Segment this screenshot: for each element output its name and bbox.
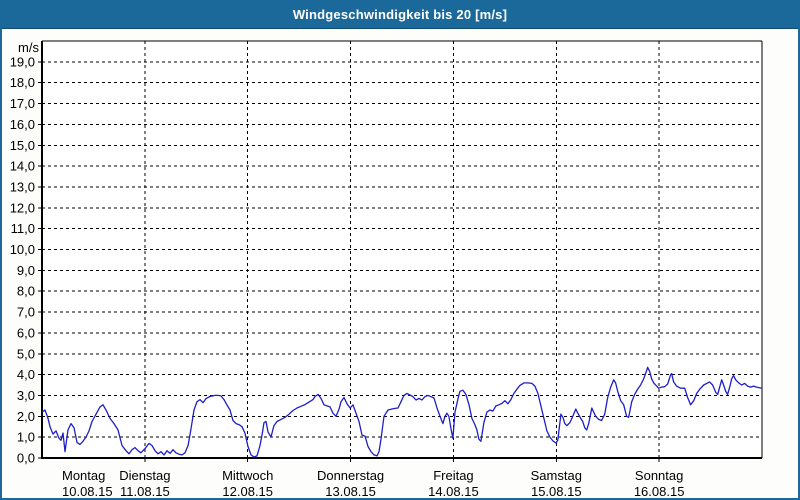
svg-text:Samstag: Samstag xyxy=(531,468,582,483)
svg-text:14.08.15: 14.08.15 xyxy=(428,484,479,498)
chart-title: Windgeschwindigkeit bis 20 [m/s] xyxy=(292,7,508,22)
svg-text:14,0: 14,0 xyxy=(10,159,35,174)
svg-text:18,0: 18,0 xyxy=(10,75,35,90)
svg-text:5,0: 5,0 xyxy=(17,346,35,361)
svg-text:12,0: 12,0 xyxy=(10,200,35,215)
svg-text:10.08.15: 10.08.15 xyxy=(62,484,113,498)
svg-text:11,0: 11,0 xyxy=(11,221,35,236)
svg-text:Mittwoch: Mittwoch xyxy=(222,468,273,483)
svg-text:16.08.15: 16.08.15 xyxy=(634,484,685,498)
svg-text:4,0: 4,0 xyxy=(17,367,35,382)
svg-text:m/s: m/s xyxy=(18,40,39,55)
svg-text:Montag: Montag xyxy=(62,468,105,483)
svg-text:Donnerstag: Donnerstag xyxy=(317,468,384,483)
title-bar: Windgeschwindigkeit bis 20 [m/s] xyxy=(2,2,798,29)
svg-text:8,0: 8,0 xyxy=(17,284,35,299)
svg-text:6,0: 6,0 xyxy=(17,325,35,340)
svg-text:Freitag: Freitag xyxy=(433,468,473,483)
svg-text:3,0: 3,0 xyxy=(17,388,35,403)
svg-text:15,0: 15,0 xyxy=(10,138,35,153)
svg-text:13,0: 13,0 xyxy=(10,179,35,194)
svg-text:15.08.15: 15.08.15 xyxy=(531,484,582,498)
chart-area: 0,0 1,0 2,0 3,0 4,0 5,0 6,0 7,0 8,0 9,0 10,0 11,0 12… xyxy=(2,29,798,498)
svg-text:11.08.15: 11.08.15 xyxy=(120,484,170,498)
svg-text:7,0: 7,0 xyxy=(17,305,35,320)
svg-text:1,0: 1,0 xyxy=(17,430,35,445)
svg-text:13.08.15: 13.08.15 xyxy=(325,484,376,498)
svg-text:Sonntag: Sonntag xyxy=(635,468,683,483)
svg-text:0,0: 0,0 xyxy=(17,451,35,466)
svg-text:16,0: 16,0 xyxy=(10,117,35,132)
svg-text:19,0: 19,0 xyxy=(10,54,35,69)
svg-text:10,0: 10,0 xyxy=(10,242,35,257)
svg-text:2,0: 2,0 xyxy=(17,409,35,424)
svg-text:9,0: 9,0 xyxy=(17,263,35,278)
svg-text:12.08.15: 12.08.15 xyxy=(222,484,273,498)
wind-speed-chart: 0,0 1,0 2,0 3,0 4,0 5,0 6,0 7,0 8,0 9,0 10,0 11,0 12… xyxy=(10,40,763,498)
svg-text:17,0: 17,0 xyxy=(10,96,35,111)
svg-text:Dienstag: Dienstag xyxy=(119,468,170,483)
